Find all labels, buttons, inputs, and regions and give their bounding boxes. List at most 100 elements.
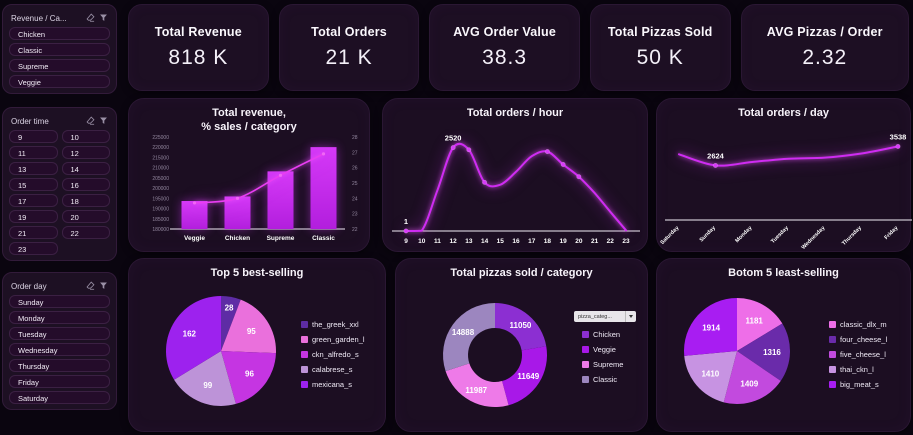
legend-item-four_cheese_l[interactable]: four_cheese_l xyxy=(829,335,887,344)
pie-slice-Chicken[interactable] xyxy=(495,303,547,351)
slicer-item-23[interactable]: 23 xyxy=(9,242,58,255)
slicer-item-monday[interactable]: Monday xyxy=(9,311,110,324)
legend-swatch xyxy=(829,336,836,343)
slicer-item-saturday[interactable]: Saturday xyxy=(9,391,110,404)
bar-chicken[interactable] xyxy=(224,196,251,229)
line-marker[interactable] xyxy=(895,143,901,149)
axis-tick-label: 28 xyxy=(352,135,358,141)
slicer-item-18[interactable]: 18 xyxy=(61,194,110,207)
pizzas-category-donut-chart: 11050 11649 11987 14888 xyxy=(443,303,547,407)
legend-swatch xyxy=(582,361,589,368)
slicer-item-supreme[interactable]: Supreme xyxy=(9,59,110,72)
dropdown-value: pizza_categ... xyxy=(578,313,612,320)
slicer-item-13[interactable]: 13 xyxy=(9,162,58,175)
slicer-item-9[interactable]: 9 xyxy=(9,130,58,143)
x-axis-label: Wednesday xyxy=(801,225,827,251)
slicer-item-17[interactable]: 17 xyxy=(9,194,58,207)
legend-item-green_garden_l[interactable]: green_garden_l xyxy=(301,335,365,344)
slicer-item-friday[interactable]: Friday xyxy=(9,375,110,388)
chart-legend: Chicken Veggie Supreme Classic xyxy=(582,330,623,384)
clear-selections-icon[interactable] xyxy=(86,112,95,130)
line-marker[interactable] xyxy=(712,162,718,168)
slicer-item-veggie[interactable]: Veggie xyxy=(9,75,110,88)
filter-icon[interactable] xyxy=(99,277,108,295)
slicer-item-14[interactable]: 14 xyxy=(61,162,110,175)
pie-slice-calabrese_s[interactable] xyxy=(174,351,236,406)
legend-field-dropdown[interactable]: pizza_categ... xyxy=(574,311,636,322)
pie-slice-Supreme[interactable] xyxy=(445,363,509,407)
line-marker[interactable] xyxy=(576,174,582,180)
clear-selections-icon[interactable] xyxy=(86,9,95,27)
bar-veggie[interactable] xyxy=(181,201,208,229)
axis-tick-label: 26 xyxy=(352,166,358,172)
legend-item-Classic[interactable]: Classic xyxy=(582,375,623,384)
slicer-item-tuesday[interactable]: Tuesday xyxy=(9,327,110,340)
filter-icon[interactable] xyxy=(99,9,108,27)
slicer-item-19[interactable]: 19 xyxy=(9,210,58,223)
legend-item-five_cheese_l[interactable]: five_cheese_l xyxy=(829,350,887,359)
pie-slice-green_garden_l[interactable] xyxy=(221,299,276,354)
line-marker[interactable] xyxy=(403,228,409,234)
axis-tick-label: 24 xyxy=(352,196,358,202)
slicer-item-11[interactable]: 11 xyxy=(9,146,58,159)
pie-slice-thai_ckn_l[interactable] xyxy=(684,351,737,403)
x-axis-label: 23 xyxy=(622,238,630,245)
chevron-down-icon[interactable] xyxy=(625,311,636,322)
pie-slice-four_cheese_l[interactable] xyxy=(737,323,790,381)
slicer-item-thursday[interactable]: Thursday xyxy=(9,359,110,372)
slicer-item-20[interactable]: 20 xyxy=(61,210,110,223)
pie-slice-ckn_alfredo_s[interactable] xyxy=(221,351,276,404)
legend-item-the_greek_xxl[interactable]: the_greek_xxl xyxy=(301,320,365,329)
filter-icon[interactable] xyxy=(99,112,108,130)
chart-title-line1: Total revenue, xyxy=(212,107,286,119)
slicer-item-16[interactable]: 16 xyxy=(61,178,110,191)
legend-label: big_meat_s xyxy=(840,380,879,389)
slicer-items-category: Chicken Classic Supreme Veggie xyxy=(9,27,110,88)
legend-item-Veggie[interactable]: Veggie xyxy=(582,345,623,354)
legend-item-ckn_alfredo_s[interactable]: ckn_alfredo_s xyxy=(301,350,365,359)
slicer-item-chicken[interactable]: Chicken xyxy=(9,27,110,40)
chart-title-revenue-category: Total revenue, % sales / category xyxy=(129,106,369,135)
x-axis-label: Sunday xyxy=(699,225,718,244)
line-marker[interactable] xyxy=(544,149,550,155)
pie-slice-classic_dlx_m[interactable] xyxy=(737,298,783,351)
legend-item-thai_ckn_l[interactable]: thai_ckn_l xyxy=(829,365,887,374)
pie-slice-Veggie[interactable] xyxy=(502,346,547,406)
slicer-item-15[interactable]: 15 xyxy=(9,178,58,191)
legend-item-classic_dlx_m[interactable]: classic_dlx_m xyxy=(829,320,887,329)
slice-value-label: 1914 xyxy=(702,323,720,332)
legend-item-Chicken[interactable]: Chicken xyxy=(582,330,623,339)
legend-item-mexicana_s[interactable]: mexicana_s xyxy=(301,380,365,389)
slicer-item-12[interactable]: 12 xyxy=(61,146,110,159)
pie-slice-the_greek_xxl[interactable] xyxy=(221,296,241,351)
pie-slice-five_cheese_l[interactable] xyxy=(723,351,781,404)
legend-item-big_meat_s[interactable]: big_meat_s xyxy=(829,380,887,389)
legend-swatch xyxy=(582,376,589,383)
data-label: 1 xyxy=(404,217,408,226)
slicer-item-21[interactable]: 21 xyxy=(9,226,58,239)
line-marker[interactable] xyxy=(560,161,566,167)
legend-label: Veggie xyxy=(593,345,616,354)
legend-item-Supreme[interactable]: Supreme xyxy=(582,360,623,369)
legend-item-calabrese_s[interactable]: calabrese_s xyxy=(301,365,365,374)
pie-slice-big_meat_s[interactable] xyxy=(684,298,737,356)
slicer-item-10[interactable]: 10 xyxy=(61,130,110,143)
line-marker[interactable] xyxy=(450,145,456,151)
bar-classic[interactable] xyxy=(310,147,337,229)
category-label: Classic xyxy=(312,235,335,242)
legend-swatch xyxy=(301,336,308,343)
pie-slice-Classic[interactable] xyxy=(443,303,495,372)
slicer-item-22[interactable]: 22 xyxy=(61,226,110,239)
pie-slice-mexicana_s[interactable] xyxy=(166,296,221,380)
line-marker[interactable] xyxy=(482,179,488,185)
chart-card-bottom5: Botom 5 least-selling 1181 1316 1409 1410 19… xyxy=(656,258,911,432)
legend-swatch xyxy=(301,321,308,328)
slicer-item-classic[interactable]: Classic xyxy=(9,43,110,56)
axis-tick-label: 220000 xyxy=(152,145,169,151)
clear-selections-icon[interactable] xyxy=(86,277,95,295)
slicer-item-wednesday[interactable]: Wednesday xyxy=(9,343,110,356)
slicer-item-sunday[interactable]: Sunday xyxy=(9,295,110,308)
line-marker[interactable] xyxy=(466,147,472,153)
kpi-row: Total Revenue 818 K Total Orders 21 K AVG Or… xyxy=(128,4,909,91)
slicer-order-day: Order day Sunday Monday Tuesday Wednesday Thu… xyxy=(2,272,117,410)
